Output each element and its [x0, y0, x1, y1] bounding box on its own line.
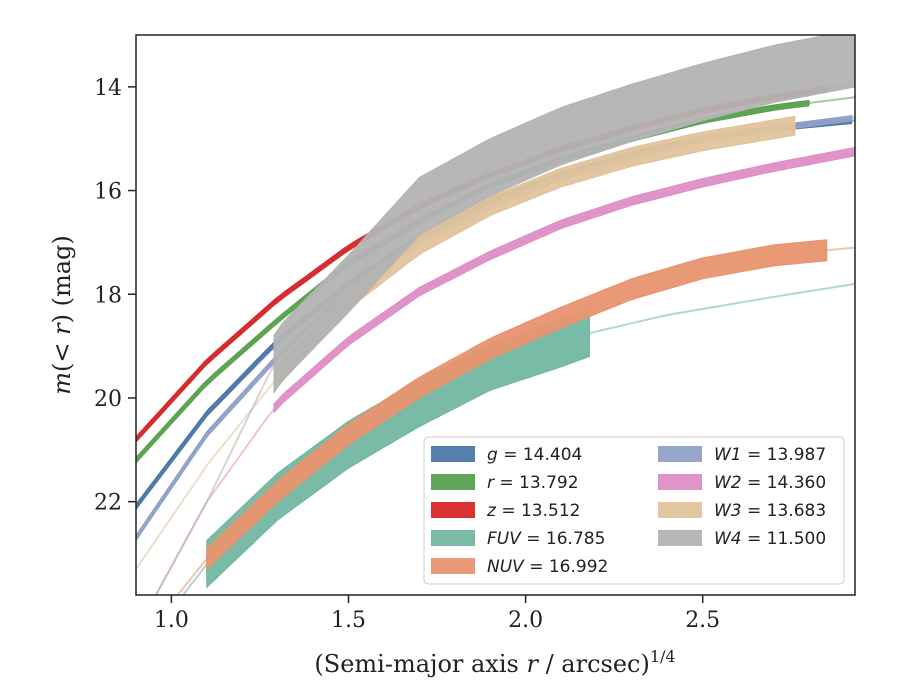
tick-layer: 1.0 1.5 2.0 2.5 14 16 18 20 22 [94, 76, 720, 633]
legend-item-w3: W3 = 13.683 [658, 501, 826, 521]
legend-item-w1: W1 = 13.987 [658, 445, 826, 465]
data-band-w3 [273, 115, 796, 393]
x-tick-label: 2.0 [508, 608, 543, 633]
legend-item-z: z = 13.512 [431, 501, 580, 521]
legend-label: r = 13.792 [487, 473, 579, 493]
legend-swatch [431, 446, 475, 462]
legend-item-g: g = 14.404 [431, 445, 582, 465]
legend-label: z = 13.512 [486, 501, 580, 521]
legend-swatch [431, 474, 475, 490]
legend-label: W2 = 14.360 [714, 473, 826, 493]
legend-label: FUV = 16.785 [487, 529, 605, 549]
legend-label: NUV = 16.992 [487, 557, 608, 577]
data-band-w4 [273, 35, 855, 395]
legend-item-nuv: NUV = 16.992 [431, 557, 608, 577]
legend-item-w4: W4 = 11.500 [658, 529, 826, 549]
series-layer [136, 35, 855, 595]
legend-item-r: r = 13.792 [431, 473, 579, 493]
x-tick-label: 2.5 [685, 608, 720, 633]
legend-swatch [431, 558, 475, 574]
legend-frame [423, 436, 845, 585]
legend-swatch [431, 502, 475, 518]
y-tick-label: 18 [94, 283, 122, 308]
y-tick-label: 20 [94, 387, 122, 412]
y-tick-label: 22 [94, 491, 122, 516]
legend-item-w2: W2 = 14.360 [658, 473, 826, 493]
y-axis-title: m(< r) (mag) [48, 235, 76, 395]
legend-swatch [658, 530, 702, 546]
legend-item-fuv: FUV = 16.785 [431, 529, 605, 549]
x-tick-label: 1.0 [154, 608, 189, 633]
plot-frame [135, 34, 856, 596]
y-tick-label: 16 [94, 180, 122, 205]
legend-label: W4 = 11.500 [714, 529, 826, 549]
legend-swatch [658, 474, 702, 490]
x-axis-title: (Semi-major axis r / arcsec)1/4 [314, 647, 675, 678]
legend-label: g = 14.404 [487, 445, 582, 465]
legend-swatch [431, 530, 475, 546]
legend-swatch [658, 502, 702, 518]
legend-swatch [658, 446, 702, 462]
data-band-w2 [273, 146, 855, 414]
legend-label: W3 = 13.683 [714, 501, 826, 521]
y-tick-label: 14 [94, 76, 122, 101]
data-band-fuv [206, 308, 590, 589]
data-band-nuv [206, 239, 828, 571]
legend: g = 14.404 r = 13.792 z = 13.512 FUV = 16.7… [423, 436, 845, 585]
x-tick-label: 1.5 [331, 608, 366, 633]
legend-label: W1 = 13.987 [714, 445, 826, 465]
